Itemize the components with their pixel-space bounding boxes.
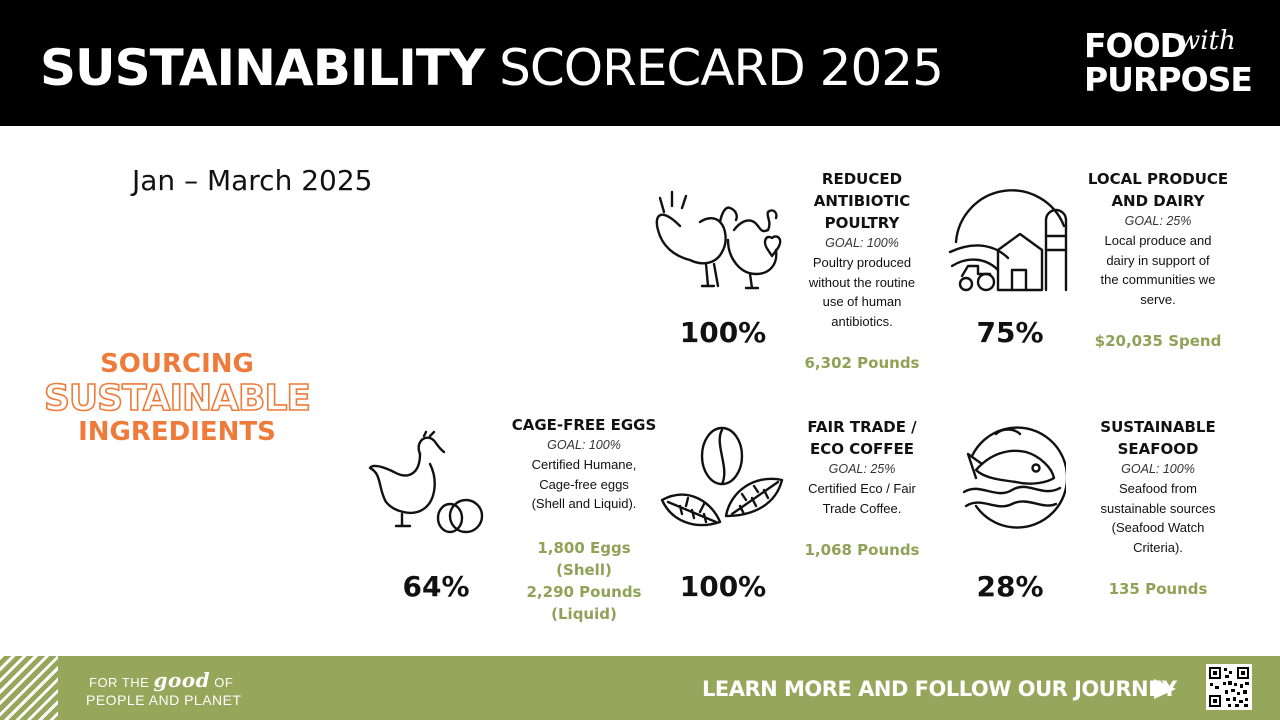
section-heading-sustainable: SUSTAINABLE	[43, 378, 312, 420]
section-heading-ingredients: INGREDIENTS	[78, 417, 276, 447]
metric-percent-poultry: 100%	[679, 316, 767, 349]
metric-percent-coffee: 100%	[679, 570, 767, 603]
metric-title-local: LOCAL PRODUCE AND DAIRY	[1087, 170, 1229, 210]
hen-egg-icon	[368, 430, 484, 534]
page-title: SUSTAINABILITY SCORECARD 2025	[40, 36, 944, 100]
food-with-purpose-logo: FOOD with PURPOSE	[1082, 26, 1253, 102]
metric-description-eggs: Certified Humane, Cage-free eggs (Shell an…	[531, 457, 637, 511]
metric-description-poultry: Poultry produced without the routine use o…	[808, 255, 916, 329]
metric-description-seafood: Seafood from sustainable sources (Seafood …	[1100, 481, 1216, 555]
metric-title-poultry: REDUCED ANTIBIOTIC POULTRY	[813, 170, 911, 232]
metric-percent-eggs: 64%	[402, 570, 470, 603]
tagline-pre: FOR THE	[89, 675, 150, 690]
metric-block-eggs: CAGE-FREE EGGS GOAL: 100% Certified Huma…	[510, 414, 658, 514]
metric-title-seafood: SUSTAINABLE SEAFOOD	[1100, 418, 1216, 458]
metric-percent-seafood: 28%	[976, 570, 1044, 603]
metric-amount-eggs: 1,800 Eggs (Shell) 2,290 Pounds (Liquid)	[526, 539, 642, 623]
reporting-period: Jan – March 2025	[132, 164, 373, 197]
title-bold: SUSTAINABILITY	[40, 39, 485, 97]
fish-icon	[962, 426, 1066, 529]
qr-code-icon[interactable]	[1206, 664, 1252, 710]
play-arrow-icon[interactable]	[1152, 677, 1178, 701]
metric-goal-local: GOAL: 25%	[1124, 214, 1192, 228]
metric-amount-coffee: 1,068 Pounds	[804, 541, 920, 559]
section-heading-sourcing: SOURCING	[100, 349, 254, 379]
metric-description-local: Local produce and dairy in support of the …	[1100, 233, 1216, 307]
turkey-chicken-icon	[655, 190, 782, 290]
metric-amount-poultry: 6,302 Pounds	[804, 354, 920, 372]
metric-goal-eggs: GOAL: 100%	[547, 438, 621, 452]
metric-block-seafood: SUSTAINABLE SEAFOOD GOAL: 100% Seafood fr…	[1084, 416, 1232, 557]
footer-tagline-line2: PEOPLE AND PLANET	[86, 692, 242, 708]
logo-food: FOOD	[1084, 26, 1187, 65]
metric-title-eggs: CAGE-FREE EGGS	[511, 416, 657, 434]
metric-goal-seafood: GOAL: 100%	[1121, 462, 1195, 476]
metric-title-coffee: FAIR TRADE / ECO COFFEE	[807, 418, 917, 458]
metric-block-local: LOCAL PRODUCE AND DAIRY GOAL: 25% Local p…	[1084, 168, 1232, 309]
metric-amount-seafood: 135 Pounds	[1108, 580, 1208, 598]
metric-description-coffee: Certified Eco / Fair Trade Coffee.	[808, 481, 916, 516]
title-light: SCORECARD 2025	[499, 39, 944, 97]
metric-percent-local: 75%	[976, 316, 1044, 349]
learn-more-link[interactable]: LEARN MORE AND FOLLOW OUR JOURNEY	[702, 677, 1177, 701]
tagline-good: good	[153, 668, 211, 692]
footer-stripes	[0, 656, 58, 720]
metric-goal-poultry: GOAL: 100%	[825, 236, 899, 250]
header-bar	[0, 0, 1280, 126]
metric-amount-local: $20,035 Spend	[1094, 332, 1222, 350]
metric-block-coffee: FAIR TRADE / ECO COFFEE GOAL: 25% Certifi…	[792, 416, 932, 518]
logo-purpose: PURPOSE	[1084, 60, 1253, 99]
farm-barn-icon	[948, 189, 1068, 292]
coffee-bean-leaves-icon	[660, 426, 784, 527]
metric-block-poultry: REDUCED ANTIBIOTIC POULTRY GOAL: 100% Poul…	[792, 168, 932, 331]
tagline-post: OF	[214, 675, 234, 690]
logo-with: with	[1178, 26, 1236, 56]
footer-bar	[0, 656, 1280, 720]
metric-goal-coffee: GOAL: 25%	[828, 462, 896, 476]
footer-tagline-line1: FOR THE good OF	[89, 670, 234, 691]
